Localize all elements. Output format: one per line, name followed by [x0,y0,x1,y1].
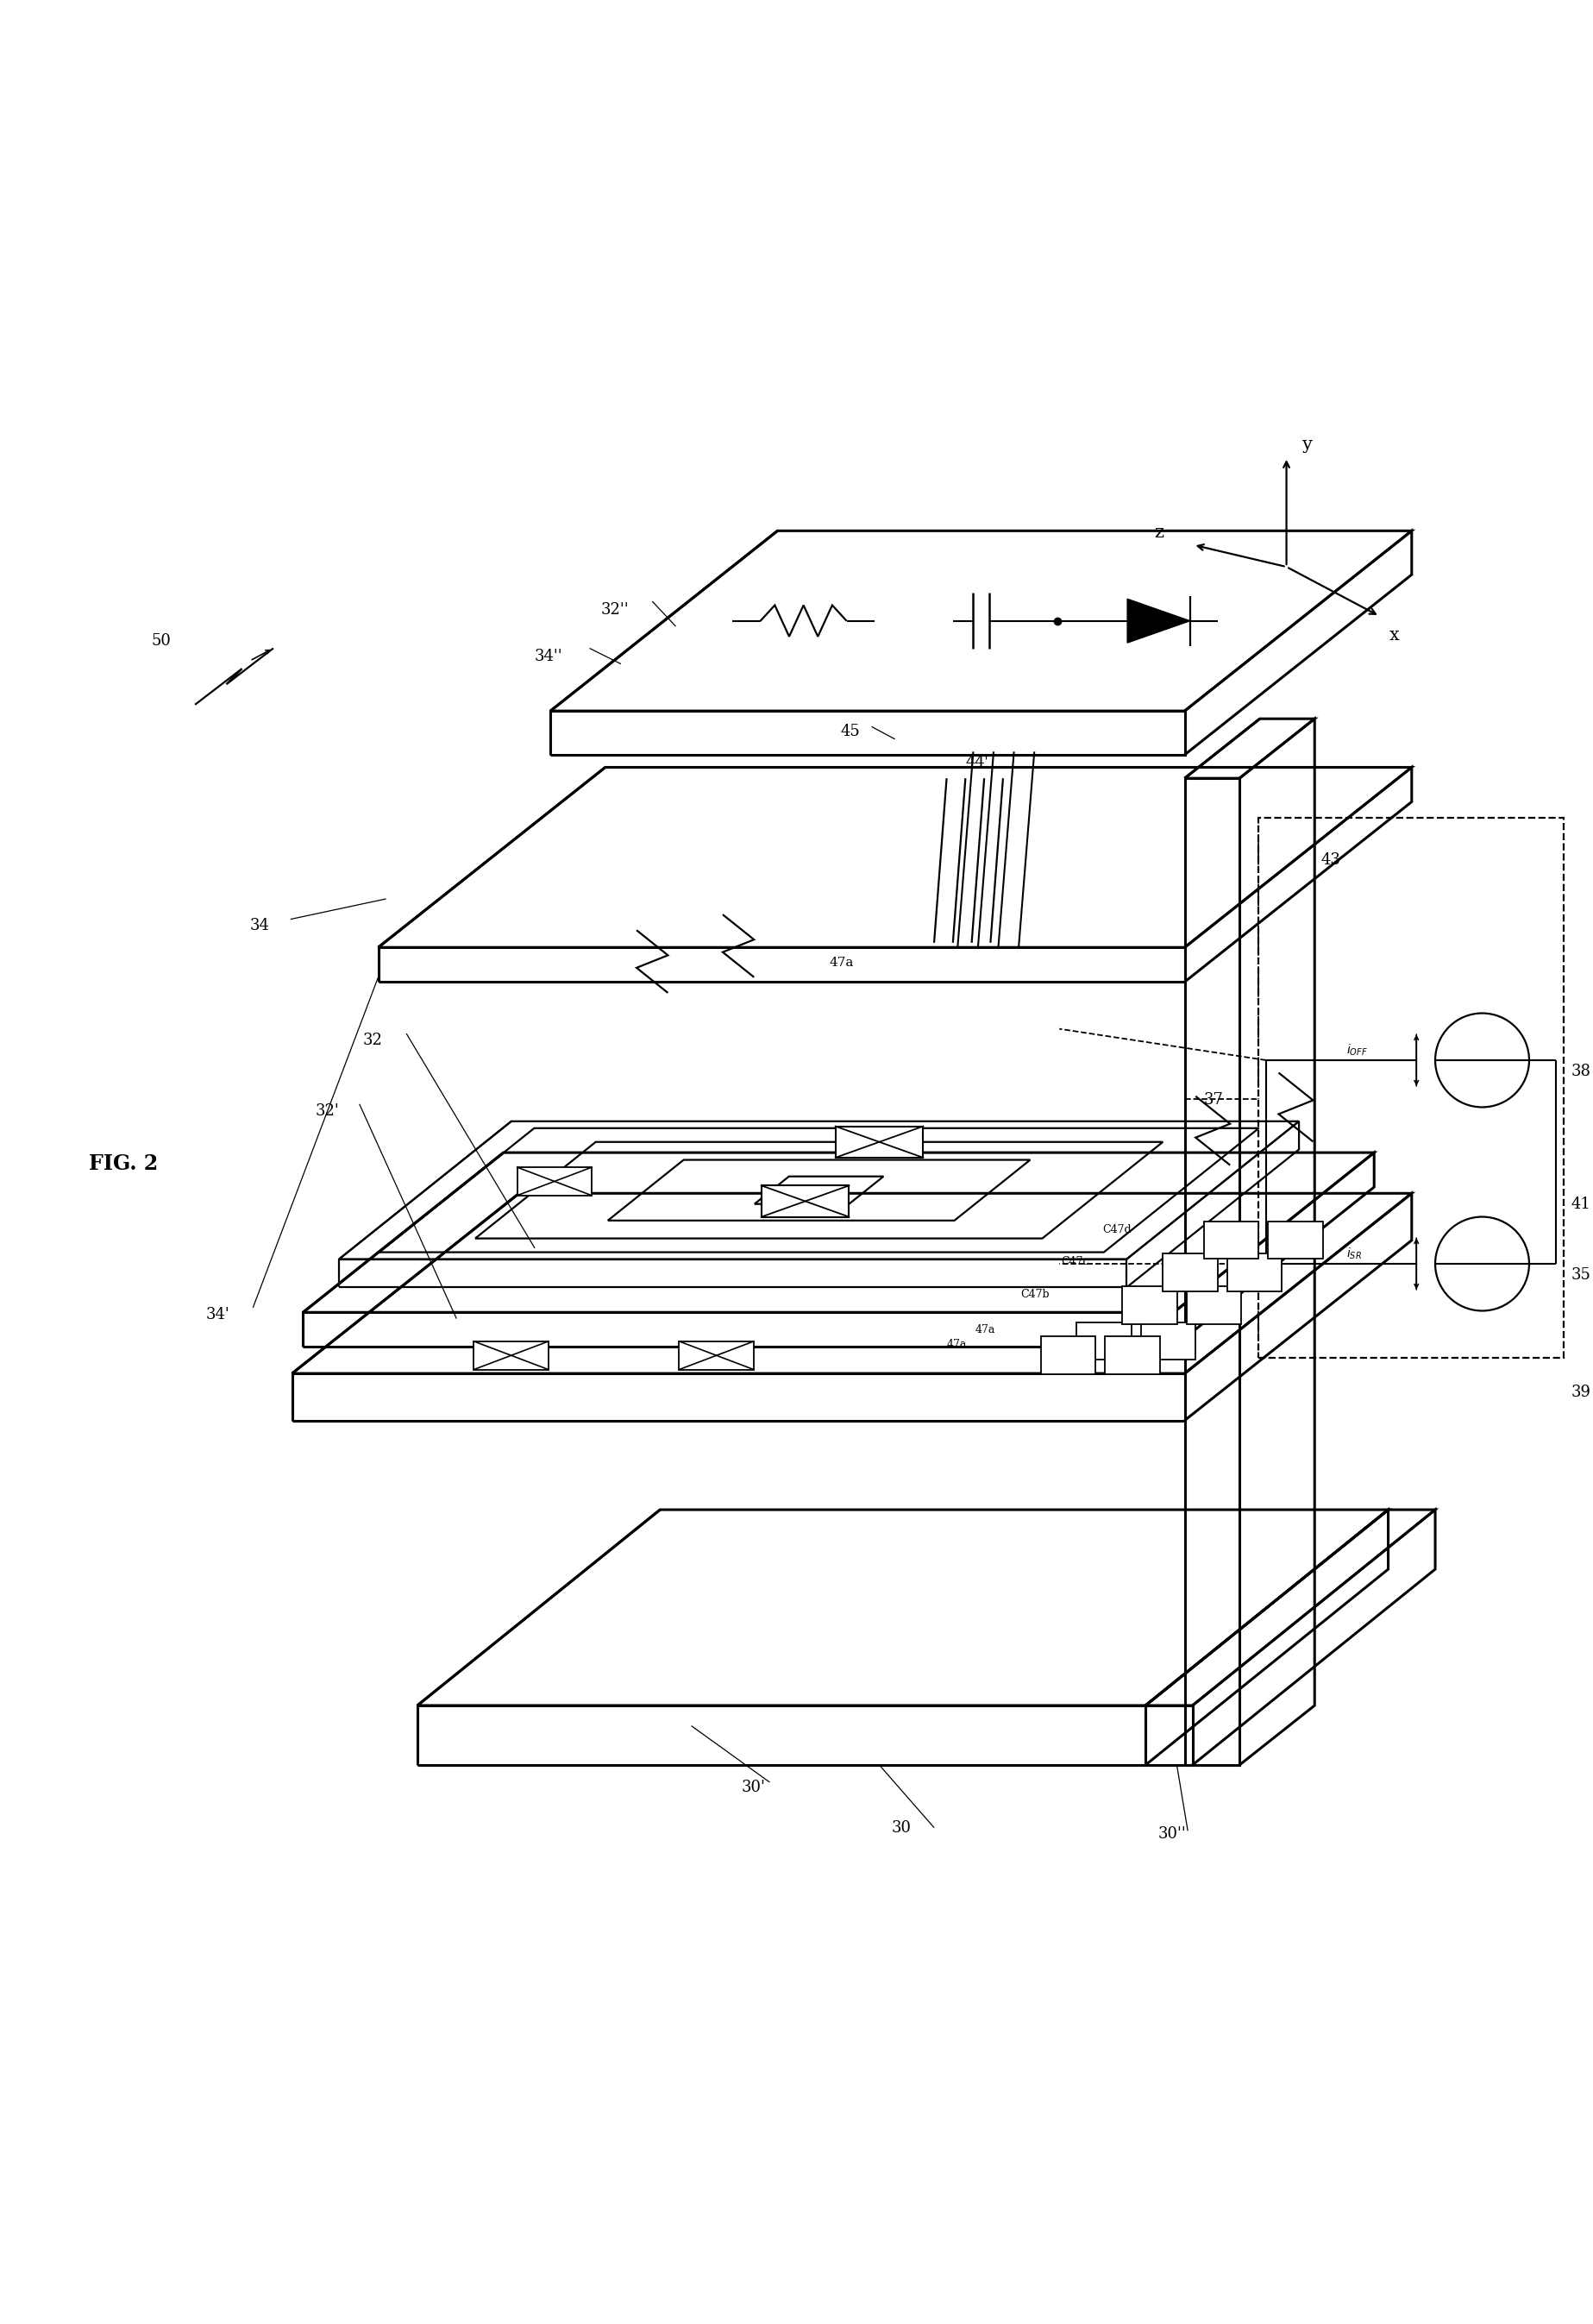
Text: 34'': 34'' [535,648,562,665]
Bar [1077,1322,1131,1360]
Bar [1187,1285,1241,1325]
Text: z: z [1153,525,1163,541]
Bar [1106,1336,1160,1373]
Text: 50: 50 [151,632,170,648]
Bar [1040,1336,1096,1373]
Text: 47a: 47a [975,1325,996,1336]
Text: 38: 38 [1571,1064,1591,1078]
Text: 30: 30 [892,1820,911,1836]
Bar [761,1185,849,1218]
Text: FIG. 2: FIG. 2 [89,1153,158,1174]
Text: y: y [1301,437,1313,453]
Text: 39: 39 [1571,1385,1591,1401]
Text: 34: 34 [250,918,269,934]
Text: $i_{SR}$: $i_{SR}$ [1346,1246,1362,1262]
Circle shape [1435,1013,1529,1106]
Text: 32'': 32'' [601,602,629,618]
Bar [1227,1253,1282,1292]
Text: $i_{OFF}$: $i_{OFF}$ [1346,1043,1367,1057]
Bar [473,1341,548,1369]
Text: 30': 30' [741,1780,766,1794]
Text: x: x [1389,627,1400,644]
Bar [679,1341,753,1369]
Text: 47a: 47a [946,1339,967,1350]
Text: 43: 43 [1321,853,1341,867]
Text: 34': 34' [205,1306,229,1322]
Text: C47d: C47d [1102,1225,1131,1234]
Text: 32: 32 [363,1032,382,1048]
Polygon shape [1128,600,1190,644]
Text: 35: 35 [1571,1267,1591,1283]
Bar [1163,1253,1219,1292]
Text: 45: 45 [840,723,860,739]
Text: 44: 44 [965,755,984,772]
Bar [1121,1285,1177,1325]
Bar [1268,1222,1322,1260]
Circle shape [1435,1218,1529,1311]
Bar [518,1167,591,1195]
Bar [1141,1322,1196,1360]
Bar [1204,1222,1258,1260]
Text: 41: 41 [1571,1197,1591,1213]
Text: 32': 32' [315,1104,339,1118]
Bar [1258,818,1564,1357]
Text: C47b: C47b [1021,1287,1050,1299]
Text: 30'': 30'' [1158,1827,1187,1843]
Text: C47c: C47c [1061,1255,1090,1267]
Text: 47a: 47a [830,957,854,969]
Bar [835,1127,924,1157]
Text: 37: 37 [1203,1092,1223,1109]
